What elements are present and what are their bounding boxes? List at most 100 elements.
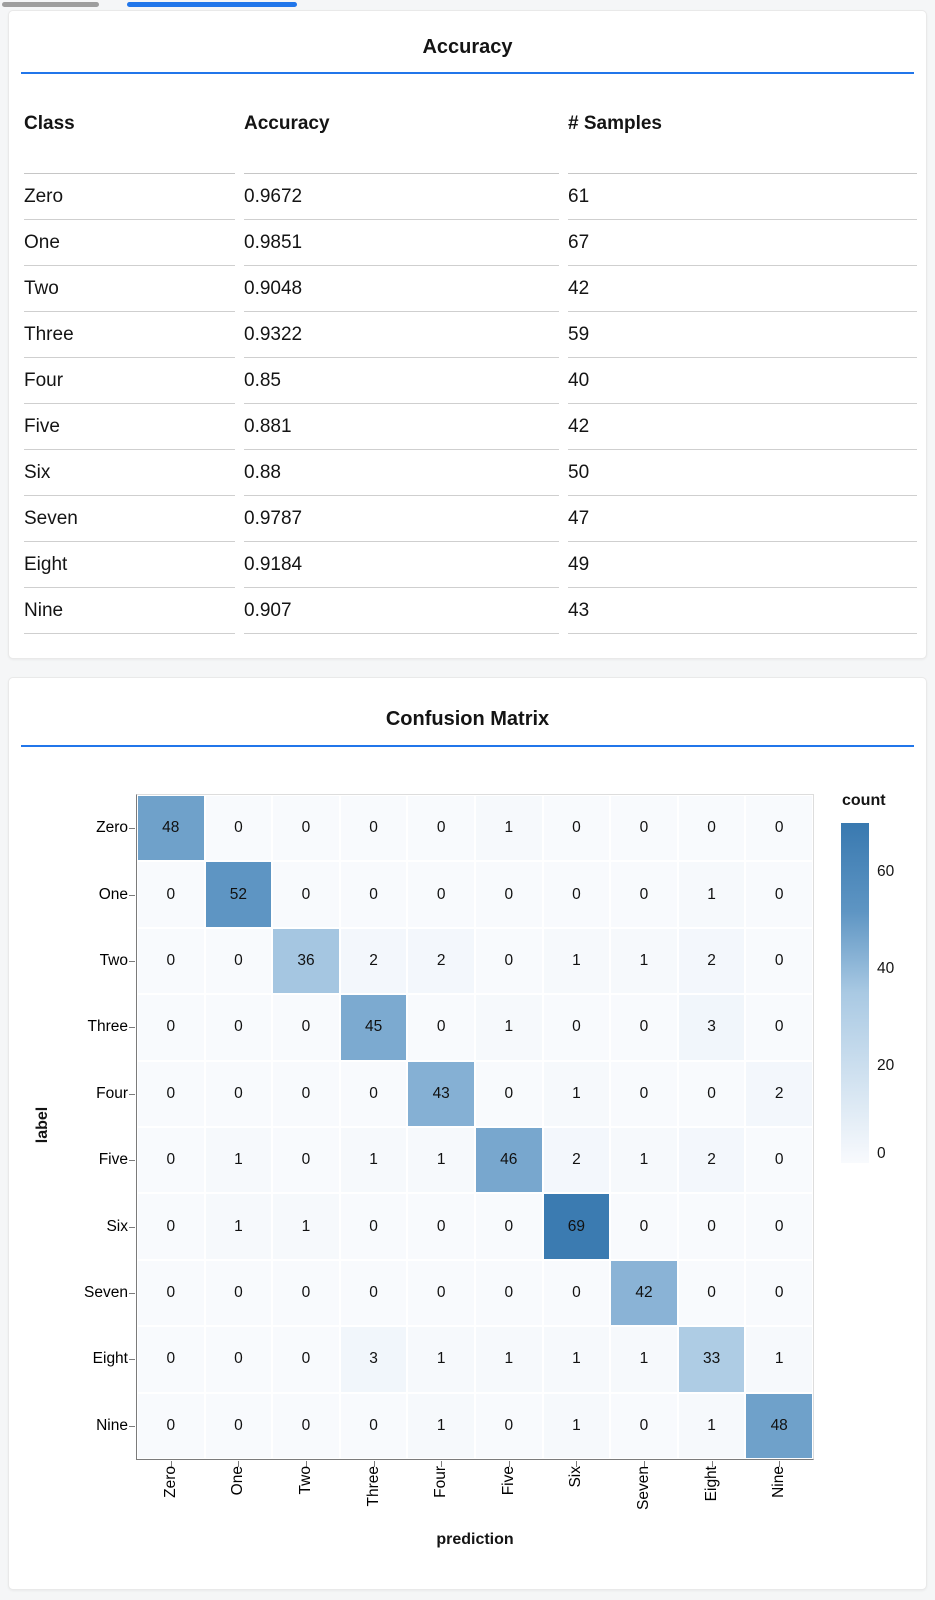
heatmap-cell: 0	[475, 1393, 543, 1459]
heatmap-cell: 43	[407, 1061, 475, 1127]
table-row: One 0.9851 67	[24, 220, 917, 266]
heatmap-cell: 2	[745, 1061, 813, 1127]
heatmap-cell: 0	[205, 1260, 273, 1326]
cell-class: Zero	[24, 174, 235, 220]
heatmap-cell: 3	[678, 994, 746, 1060]
heatmap-cell: 0	[272, 1127, 340, 1193]
heatmap-cell: 46	[475, 1127, 543, 1193]
legend-tick-label: 60	[877, 862, 895, 880]
x-tick-label: Two	[297, 1466, 314, 1495]
heatmap-cell: 0	[137, 1393, 205, 1459]
heatmap-cell: 0	[137, 861, 205, 927]
heatmap-cell: 0	[340, 1061, 408, 1127]
cell-accuracy: 0.9048	[244, 266, 559, 312]
y-tick-mark	[129, 894, 135, 896]
x-tick-mark	[306, 1461, 307, 1467]
cell-class: One	[24, 220, 235, 266]
confusion-title-rule	[21, 745, 914, 747]
heatmap-cell: 0	[272, 1326, 340, 1392]
heatmap-cell: 2	[678, 928, 746, 994]
cell-accuracy: 0.85	[244, 358, 559, 404]
x-tick-label: Three	[364, 1466, 382, 1507]
cell-samples: 42	[568, 266, 917, 312]
cell-samples: 42	[568, 404, 917, 450]
cell-class: Eight	[24, 542, 235, 588]
cell-class: Nine	[24, 588, 235, 634]
tab-indicator-inactive[interactable]	[2, 2, 99, 7]
heatmap-cell: 0	[745, 1193, 813, 1259]
heatmap-cell: 1	[678, 1393, 746, 1459]
y-tick-label: Eight	[92, 1350, 128, 1368]
x-tick-mark	[644, 1461, 645, 1467]
heatmap-cell: 0	[340, 861, 408, 927]
tab-indicator-active[interactable]	[127, 2, 297, 7]
heatmap-cell: 1	[543, 928, 611, 994]
heatmap-grid: 48 0 0 0 0 1 0 0 0 0 0 52 0 0 0 0 0 0 1 0 0 0 36 2 2 0 1 1 2 0 0 0 0 45 0 1…	[137, 795, 813, 1459]
heatmap-cell: 0	[205, 795, 273, 861]
x-tick-label: Five	[499, 1466, 517, 1496]
cell-accuracy: 0.88	[244, 450, 559, 496]
table-row: Five 0.881 42	[24, 404, 917, 450]
confusion-card-title: Confusion Matrix	[385, 708, 550, 730]
legend-gradient-bar	[841, 823, 869, 1163]
heatmap-cell: 69	[543, 1193, 611, 1259]
x-tick-mark	[779, 1461, 781, 1467]
heatmap-cell: 0	[137, 1260, 205, 1326]
heatmap-cell: 0	[407, 1260, 475, 1326]
heatmap-cell: 33	[678, 1326, 746, 1392]
heatmap-cell: 0	[407, 1193, 475, 1259]
heatmap-cell: 1	[475, 1326, 543, 1392]
heatmap-cell: 52	[205, 861, 273, 927]
y-tick-label: Five	[98, 1151, 128, 1169]
heatmap-cell: 1	[543, 1061, 611, 1127]
heatmap-cell: 1	[678, 861, 746, 927]
heatmap-cell: 1	[610, 928, 678, 994]
table-row: Eight 0.9184 49	[24, 542, 917, 588]
y-tick-label: Four	[96, 1084, 128, 1102]
heatmap-cell: 0	[340, 795, 408, 861]
cell-accuracy: 0.881	[244, 404, 559, 450]
y-tick-mark	[129, 1027, 135, 1029]
heatmap-cell: 45	[340, 994, 408, 1060]
heatmap-cell: 0	[272, 795, 340, 861]
col-header-accuracy: Accuracy	[244, 74, 559, 174]
heatmap-cell: 0	[678, 1193, 746, 1259]
heatmap-cell: 48	[745, 1393, 813, 1459]
x-tick-mark	[711, 1461, 713, 1467]
heatmap-cell: 0	[407, 861, 475, 927]
heatmap-cell: 0	[407, 795, 475, 861]
cell-accuracy: 0.9672	[244, 174, 559, 220]
heatmap-cell: 0	[475, 928, 543, 994]
y-tick-mark	[129, 1226, 135, 1228]
table-row: Zero 0.9672 61	[24, 174, 917, 220]
heatmap-cell: 1	[610, 1127, 678, 1193]
heatmap-cell: 0	[205, 1061, 273, 1127]
heatmap-cell: 1	[407, 1326, 475, 1392]
x-tick-mark	[373, 1461, 375, 1467]
cell-samples: 67	[568, 220, 917, 266]
heatmap-cell: 0	[340, 1393, 408, 1459]
cell-samples: 40	[568, 358, 917, 404]
heatmap-cell: 1	[407, 1393, 475, 1459]
heatmap-cell: 0	[610, 1061, 678, 1127]
heatmap-cell: 0	[610, 1393, 678, 1459]
heatmap-cell: 0	[272, 1061, 340, 1127]
table-row: Four 0.85 40	[24, 358, 917, 404]
heatmap-cell: 1	[205, 1127, 273, 1193]
heatmap-cell: 0	[205, 1326, 273, 1392]
heatmap-cell: 0	[745, 994, 813, 1060]
col-header-samples: # Samples	[568, 74, 917, 174]
x-tick-mark	[508, 1461, 510, 1467]
heatmap-cell: 0	[678, 795, 746, 861]
table-row: Two 0.9048 42	[24, 266, 917, 312]
heatmap-cell: 1	[340, 1127, 408, 1193]
x-tick-mark	[238, 1461, 240, 1467]
heatmap-cell: 0	[205, 928, 273, 994]
heatmap-cell: 1	[543, 1393, 611, 1459]
table-row: Three 0.9322 59	[24, 312, 917, 358]
cell-accuracy: 0.9184	[244, 542, 559, 588]
x-tick-label: Six	[567, 1466, 585, 1488]
cell-accuracy: 0.9851	[244, 220, 559, 266]
heatmap-plot: 48 0 0 0 0 1 0 0 0 0 0 52 0 0 0 0 0 0 1 0 0 0 36 2 2 0 1 1 2 0 0 0 0 45 0 1…	[84, 794, 814, 1548]
heatmap-cell: 36	[272, 928, 340, 994]
